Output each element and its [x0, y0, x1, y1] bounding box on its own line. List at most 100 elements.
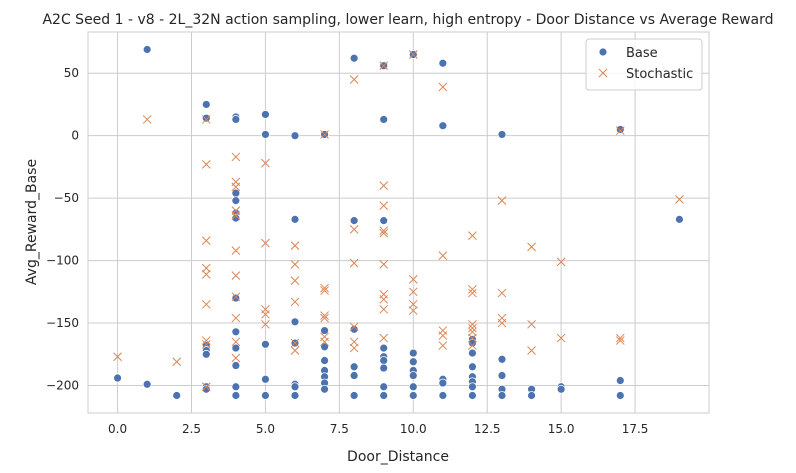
base-point [320, 326, 329, 335]
base-point [231, 382, 241, 392]
stochastic-point [468, 341, 477, 350]
stochastic-point [379, 304, 389, 314]
base-point [349, 391, 359, 400]
base-point [349, 371, 359, 380]
base-point [231, 293, 241, 303]
stochastic-point [379, 181, 389, 191]
base-point [201, 349, 211, 359]
base-point [497, 391, 507, 400]
y-tick-label: 50 [64, 66, 79, 80]
legend-box [585, 38, 703, 91]
stochastic-point [438, 82, 448, 92]
base-point [497, 354, 507, 364]
base-point [231, 361, 241, 370]
base-point [142, 379, 152, 389]
stochastic-point [231, 152, 241, 162]
stochastic-point [201, 160, 211, 169]
stochastic-point [349, 258, 359, 268]
base-point [615, 391, 625, 400]
base-point [290, 391, 300, 400]
stochastic-point [201, 236, 211, 245]
stochastic-point [468, 288, 477, 298]
stochastic-point [527, 346, 536, 355]
stochastic-point [231, 313, 241, 323]
stochastic-point [379, 226, 389, 235]
base-point [379, 356, 389, 365]
chart-title: A2C Seed 1 - v8 - 2L_32N action sampling… [42, 12, 773, 28]
stochastic-point [438, 331, 448, 340]
stochastic-point [379, 61, 389, 71]
base-point [408, 371, 418, 380]
base-point [468, 338, 477, 348]
x-tick-label: 15.0 [548, 422, 575, 436]
base-point [290, 317, 300, 327]
base-point [261, 110, 270, 119]
stochastic-point [379, 294, 389, 304]
stochastic-point [527, 319, 536, 329]
stochastic-point [349, 322, 359, 332]
stochastic-point [290, 338, 300, 348]
base-point [172, 391, 182, 400]
x-ticks: 0.0 2.5 5.0 7.5 10.0 12.5 15.0 17.5 [108, 422, 648, 436]
stochastic-point [379, 201, 389, 210]
stochastic-point [261, 309, 270, 319]
stochastic-point [231, 271, 241, 280]
base-point [379, 343, 389, 353]
base-point [201, 100, 211, 109]
base-point [379, 115, 389, 124]
base-point [408, 391, 418, 400]
stochastic-point [379, 259, 389, 269]
y-tick-label: −50 [54, 191, 79, 205]
grid [88, 32, 709, 413]
base-point [379, 391, 389, 400]
stochastic-point [320, 313, 329, 323]
base-point [290, 214, 300, 224]
y-ticks: 50 0 −50 −100 −150 −200 [46, 66, 79, 392]
base-point [231, 391, 241, 400]
stochastic-point [261, 238, 270, 248]
stochastic-point [379, 333, 389, 343]
y-tick-label: −200 [46, 379, 79, 393]
stochastic-point [408, 287, 418, 297]
data-points [113, 45, 684, 400]
stochastic-point [527, 242, 536, 252]
stochastic-point [349, 343, 359, 353]
series-base [113, 45, 684, 400]
y-tick-label: 0 [71, 129, 79, 143]
stochastic-point [320, 130, 329, 139]
base-point [438, 58, 448, 68]
x-axis-label: Door_Distance [347, 449, 449, 465]
stochastic-point [675, 195, 684, 204]
stochastic-point [231, 246, 241, 255]
base-point [615, 376, 625, 385]
stochastic-point [201, 115, 211, 124]
stochastic-point [615, 333, 625, 343]
base-point [261, 391, 270, 400]
x-tick-label: 10.0 [400, 422, 427, 436]
base-point [113, 373, 122, 383]
base-point [468, 382, 477, 392]
stochastic-point [320, 286, 329, 295]
x-tick-label: 2.5 [182, 422, 201, 436]
stochastic-point [201, 336, 211, 345]
y-axis-label: Avg_Reward_Base [24, 159, 40, 285]
stochastic-point [261, 158, 270, 168]
stochastic-point [201, 382, 211, 392]
y-tick-label: −150 [46, 316, 79, 330]
stochastic-point [497, 196, 507, 205]
x-tick-label: 17.5 [622, 422, 649, 436]
series-stochastic [113, 50, 684, 392]
stochastic-point [468, 231, 477, 240]
y-tick-label: −100 [46, 254, 79, 268]
base-point [468, 391, 477, 400]
base-point [379, 216, 389, 226]
stochastic-point [349, 225, 359, 234]
base-point [556, 384, 566, 394]
stochastic-point [497, 318, 507, 328]
stochastic-point [231, 337, 241, 347]
base-point [615, 125, 625, 134]
stochastic-point [290, 276, 300, 285]
base-point [497, 130, 507, 139]
base-point [320, 356, 329, 365]
stochastic-point [231, 182, 241, 192]
